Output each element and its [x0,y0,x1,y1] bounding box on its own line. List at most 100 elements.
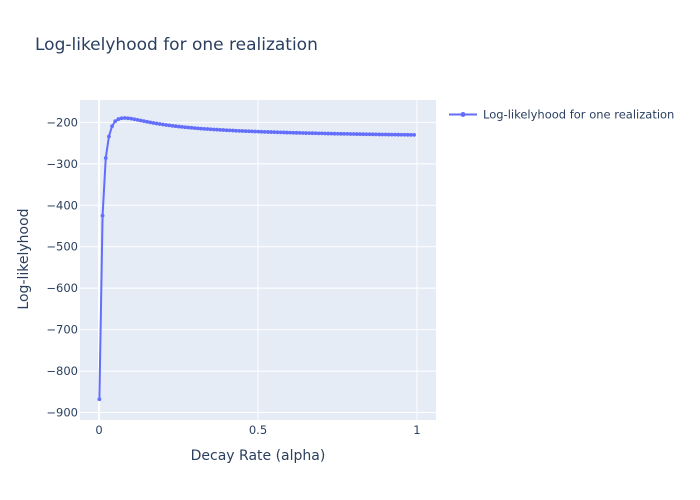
data-point[interactable] [377,132,381,137]
data-point[interactable] [145,119,149,124]
data-point[interactable] [138,118,143,123]
data-point[interactable] [339,131,343,136]
data-point[interactable] [367,132,372,137]
data-point[interactable] [113,119,118,124]
data-point[interactable] [278,130,283,135]
data-point[interactable] [259,129,264,134]
data-point[interactable] [408,132,413,137]
data-point[interactable] [285,130,289,135]
data-point[interactable] [269,130,273,134]
data-point[interactable] [234,128,238,133]
data-point[interactable] [224,128,229,133]
data-point[interactable] [389,132,394,137]
data-point[interactable] [192,126,197,130]
data-point[interactable] [211,127,216,132]
data-point[interactable] [281,130,286,135]
data-point[interactable] [126,116,130,121]
data-point[interactable] [354,132,359,136]
data-point[interactable] [250,129,254,134]
data-point[interactable] [240,129,245,133]
data-point[interactable] [348,132,353,136]
data-point[interactable] [405,132,410,137]
data-point[interactable] [180,125,184,129]
data-point[interactable] [370,132,375,137]
data-point[interactable] [183,125,188,130]
data-point[interactable] [129,116,134,121]
data-point[interactable] [132,117,137,122]
data-point[interactable] [272,130,277,135]
data-point[interactable] [107,134,111,139]
data-point[interactable] [329,131,334,136]
data-point[interactable] [173,124,178,129]
data-point[interactable] [100,213,105,218]
data-point[interactable] [227,128,232,133]
data-point[interactable] [167,123,172,128]
data-point[interactable] [291,130,296,135]
data-point[interactable] [402,132,407,137]
data-point[interactable] [151,121,156,125]
data-point[interactable] [361,132,366,137]
data-point[interactable] [294,130,299,135]
data-point[interactable] [196,126,200,131]
data-point[interactable] [412,133,416,137]
data-point[interactable] [110,124,114,129]
data-point[interactable] [307,131,312,136]
data-point[interactable] [288,130,292,135]
data-point[interactable] [135,118,140,122]
data-point[interactable] [116,117,121,121]
data-point[interactable] [342,131,347,136]
data-point[interactable] [256,129,261,134]
data-point[interactable] [157,122,162,126]
data-point[interactable] [230,128,235,133]
data-point[interactable] [364,132,369,137]
data-point[interactable] [297,131,302,135]
data-point[interactable] [316,131,321,136]
data-point[interactable] [310,131,315,136]
data-point[interactable] [374,132,378,137]
data-point[interactable] [141,119,146,124]
data-point[interactable] [326,131,331,136]
data-point[interactable] [265,130,270,134]
data-point[interactable] [154,121,159,126]
data-point[interactable] [313,131,318,136]
data-point[interactable] [335,131,340,136]
data-point[interactable] [243,129,248,134]
data-point[interactable] [176,124,181,129]
data-point[interactable] [304,131,308,135]
data-point[interactable] [103,156,108,160]
data-point[interactable] [221,128,226,132]
data-point[interactable] [275,130,280,135]
data-point[interactable] [199,126,204,131]
data-point[interactable] [186,125,191,130]
data-point[interactable] [170,123,175,128]
data-point[interactable] [189,125,194,130]
data-point[interactable] [161,122,165,127]
data-point[interactable] [208,127,213,132]
data-point[interactable] [351,132,356,136]
data-point[interactable] [345,132,350,136]
data-point[interactable] [122,116,127,120]
data-point[interactable] [97,397,102,402]
data-point[interactable] [164,123,169,127]
data-point[interactable] [215,127,219,132]
data-point[interactable] [262,129,267,134]
data-point[interactable] [386,132,391,137]
data-point[interactable] [237,128,242,133]
data-point[interactable] [383,132,388,137]
data-point[interactable] [332,131,337,136]
data-point[interactable] [323,131,327,136]
data-point[interactable] [218,127,223,132]
data-point[interactable] [358,132,362,137]
data-point[interactable] [205,127,210,131]
data-point[interactable] [148,120,153,125]
data-point[interactable] [319,131,324,136]
data-point[interactable] [399,132,404,137]
data-point[interactable] [380,132,385,137]
data-point[interactable] [202,126,207,131]
data-point[interactable] [119,116,124,121]
data-point[interactable] [246,129,251,134]
legend[interactable]: Log-likelyhood for one realization [449,108,674,122]
data-point[interactable] [396,132,401,137]
data-point[interactable] [253,129,258,134]
data-point[interactable] [393,132,397,137]
